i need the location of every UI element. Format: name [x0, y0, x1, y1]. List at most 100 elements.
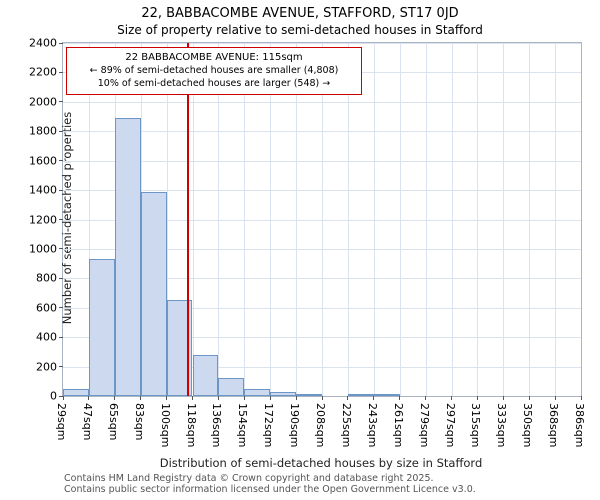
x-tick-label: 386sqm	[573, 403, 586, 448]
x-tick-label: 297sqm	[443, 403, 457, 448]
x-tick-mark	[425, 396, 427, 400]
x-tick-label: 208sqm	[314, 403, 327, 448]
x-tick-mark	[451, 396, 452, 400]
y-tick-label: 2000	[29, 95, 57, 109]
x-tick-mark	[554, 396, 556, 400]
x-tick-label: 333sqm	[495, 403, 509, 448]
x-tick-label: 350sqm	[521, 403, 535, 448]
x-tick-mark	[140, 396, 142, 400]
y-tick-label: 1600	[29, 154, 57, 168]
x-tick-label: 118sqm	[184, 403, 198, 448]
chart-subtitle: Size of property relative to semi-detach…	[117, 23, 483, 37]
footer-attribution-line1: Contains HM Land Registry data © Crown c…	[64, 473, 434, 484]
x-tick-label: 154sqm	[236, 403, 250, 448]
y-tick-mark	[59, 160, 63, 162]
annotation-larger-text: 10% of semi-detached houses are larger (…	[97, 78, 331, 89]
y-tick-label: 1000	[29, 242, 57, 256]
y-tick-label: 600	[36, 301, 57, 315]
y-tick-mark	[59, 336, 63, 338]
x-tick-label: 136sqm	[210, 403, 224, 448]
gridline-vertical	[477, 43, 479, 396]
x-tick-mark	[476, 396, 478, 400]
x-tick-mark	[399, 396, 401, 400]
x-tick-mark	[62, 396, 64, 400]
y-tick-label: 0	[50, 389, 57, 403]
x-tick-label: 29sqm	[55, 403, 68, 441]
histogram-bar	[88, 259, 115, 396]
y-tick-mark	[59, 101, 63, 103]
gridline-vertical	[529, 43, 531, 396]
gridline-vertical	[373, 43, 375, 396]
y-tick-mark	[59, 130, 63, 132]
annotation-box: 22 BABBACOMBE AVENUE: 115sqm ← 89% of se…	[66, 47, 362, 95]
x-tick-mark	[321, 396, 323, 400]
histogram-bar	[218, 378, 245, 396]
x-tick-mark	[269, 396, 271, 400]
x-tick-label: 243sqm	[365, 403, 379, 448]
y-tick-mark	[59, 395, 63, 397]
histogram-bar	[296, 393, 322, 396]
x-tick-label: 190sqm	[288, 403, 302, 448]
y-tick-mark	[59, 71, 63, 73]
annotation-property-label: 22 BABBACOMBE AVENUE: 115sqm	[125, 52, 303, 63]
x-tick-label: 65sqm	[106, 403, 120, 441]
y-tick-mark	[59, 307, 63, 309]
x-axis-label: Distribution of semi-detached houses by …	[159, 456, 483, 470]
gridline-vertical	[218, 43, 220, 396]
chart-title: 22, BABBACOMBE AVENUE, STAFFORD, ST17 0J…	[141, 6, 459, 21]
y-tick-mark	[59, 219, 63, 220]
x-tick-label: 172sqm	[262, 403, 276, 448]
x-tick-label: 83sqm	[132, 403, 146, 441]
gridline-vertical	[347, 43, 349, 396]
y-tick-mark	[59, 189, 63, 191]
x-tick-mark	[217, 396, 219, 400]
gridline-vertical	[451, 43, 453, 396]
y-tick-label: 200	[36, 360, 57, 374]
x-tick-mark	[580, 396, 582, 400]
gridline-vertical	[244, 43, 246, 396]
x-tick-label: 368sqm	[547, 403, 561, 448]
y-tick-mark	[59, 366, 63, 368]
y-tick-label: 1400	[29, 183, 57, 197]
histogram-bar	[373, 394, 400, 396]
x-tick-mark	[295, 396, 297, 400]
property-size-marker	[186, 43, 189, 396]
footer-attribution-line2: Contains public sector information licen…	[64, 484, 476, 495]
gridline-vertical	[296, 43, 298, 396]
y-tick-mark	[59, 277, 63, 279]
histogram-bar	[244, 388, 271, 396]
y-tick-mark	[59, 248, 63, 250]
x-tick-mark	[88, 396, 90, 400]
histogram-bar	[192, 354, 219, 396]
x-tick-mark	[243, 396, 245, 400]
gridline-vertical	[322, 43, 323, 396]
y-tick-label: 1200	[29, 213, 57, 226]
x-tick-label: 315sqm	[469, 403, 483, 448]
x-tick-label: 47sqm	[80, 403, 94, 441]
x-tick-label: 100sqm	[158, 403, 172, 448]
gridline-vertical	[270, 43, 272, 396]
gridline-vertical	[88, 43, 90, 396]
x-tick-mark	[347, 396, 349, 400]
annotation-smaller-text: ← 89% of semi-detached houses are smalle…	[89, 65, 339, 76]
plot-area: Number of semi-detached properties 0 200 4…	[29, 37, 586, 448]
y-tick-mark	[59, 42, 63, 44]
x-tick-mark	[502, 396, 504, 400]
y-tick-label: 1800	[29, 124, 57, 138]
x-tick-label: 279sqm	[417, 403, 431, 448]
y-tick-label: 2400	[29, 36, 57, 50]
x-tick-mark	[166, 396, 168, 400]
histogram-bar	[140, 191, 167, 396]
gridline-vertical	[555, 43, 557, 396]
gridline-vertical	[192, 43, 194, 396]
y-tick-label: 2200	[29, 65, 57, 79]
x-tick-mark	[114, 396, 116, 400]
histogram-bar	[270, 391, 297, 396]
histogram-bar	[114, 118, 141, 396]
gridline-vertical	[425, 43, 427, 396]
histogram-bar	[347, 394, 374, 396]
x-tick-mark	[373, 396, 375, 400]
y-tick-label: 400	[36, 330, 57, 344]
x-tick-label: 225sqm	[339, 403, 353, 448]
x-tick-mark	[528, 396, 530, 400]
